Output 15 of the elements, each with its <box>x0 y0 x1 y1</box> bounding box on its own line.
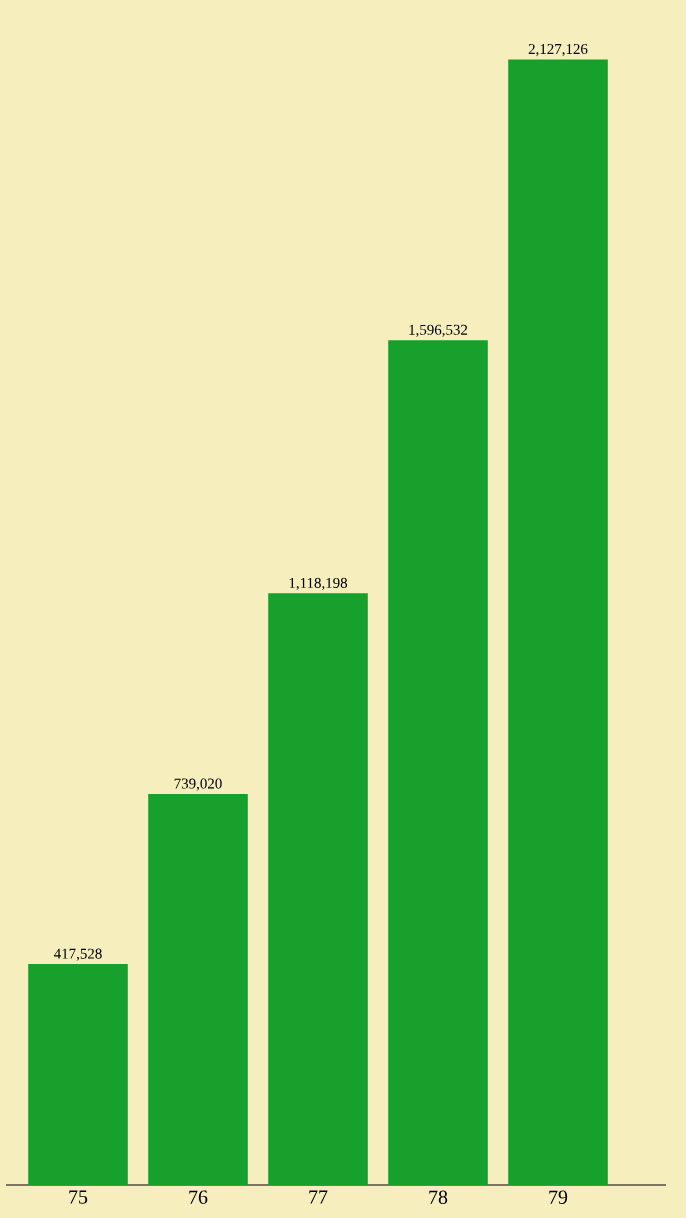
x-tick-label: 79 <box>549 1190 568 1204</box>
bar <box>268 593 368 1185</box>
bar <box>508 59 608 1185</box>
x-tick-label: 75 <box>69 1190 88 1204</box>
x-tick-label: 77 <box>309 1190 328 1204</box>
data-label: 1,118,198 <box>289 577 348 591</box>
bar <box>148 793 248 1185</box>
bar <box>28 964 128 1185</box>
x-tick-label: 76 <box>189 1190 208 1204</box>
data-label: 2,127,126 <box>528 44 588 57</box>
data-label: 417,528 <box>54 948 102 961</box>
x-tick-label: 78 <box>429 1190 448 1204</box>
data-label: 739,020 <box>174 778 222 791</box>
data-label: 1,596,532 <box>409 324 468 337</box>
bar <box>388 340 488 1185</box>
